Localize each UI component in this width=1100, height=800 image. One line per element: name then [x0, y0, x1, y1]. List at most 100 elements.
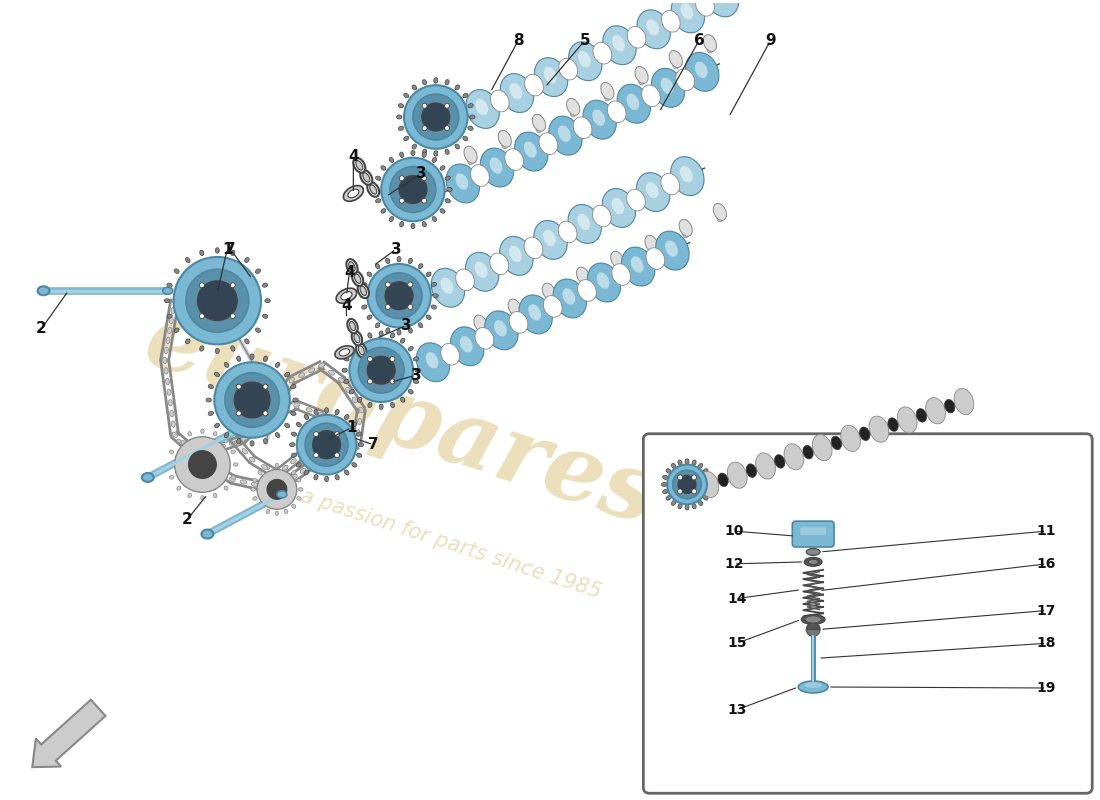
- Ellipse shape: [297, 497, 301, 500]
- Ellipse shape: [612, 35, 625, 51]
- Ellipse shape: [475, 99, 488, 115]
- Ellipse shape: [209, 464, 216, 469]
- Ellipse shape: [292, 470, 296, 474]
- Ellipse shape: [342, 447, 349, 452]
- Ellipse shape: [219, 444, 225, 449]
- Ellipse shape: [349, 262, 355, 271]
- Ellipse shape: [275, 511, 278, 515]
- Ellipse shape: [446, 79, 449, 85]
- Ellipse shape: [367, 402, 372, 408]
- Circle shape: [376, 273, 422, 318]
- Ellipse shape: [231, 450, 235, 454]
- Ellipse shape: [408, 390, 414, 394]
- Ellipse shape: [568, 205, 602, 243]
- Ellipse shape: [431, 282, 437, 286]
- Ellipse shape: [389, 217, 394, 222]
- Ellipse shape: [224, 433, 229, 438]
- Ellipse shape: [314, 410, 318, 414]
- Ellipse shape: [455, 269, 474, 290]
- Ellipse shape: [381, 166, 386, 170]
- Ellipse shape: [236, 356, 241, 362]
- Ellipse shape: [250, 354, 254, 359]
- Text: 16: 16: [1037, 557, 1056, 571]
- Ellipse shape: [339, 378, 344, 382]
- Ellipse shape: [804, 558, 822, 566]
- Ellipse shape: [167, 389, 170, 395]
- Ellipse shape: [627, 26, 646, 48]
- Ellipse shape: [352, 271, 363, 286]
- Ellipse shape: [505, 149, 524, 170]
- Text: 1: 1: [346, 420, 356, 435]
- Ellipse shape: [398, 104, 404, 108]
- Ellipse shape: [607, 101, 626, 122]
- Circle shape: [175, 437, 230, 492]
- Ellipse shape: [352, 397, 358, 403]
- Ellipse shape: [275, 362, 279, 367]
- Circle shape: [399, 176, 404, 181]
- Ellipse shape: [292, 454, 297, 458]
- Ellipse shape: [468, 157, 473, 165]
- Circle shape: [367, 356, 395, 384]
- Ellipse shape: [580, 278, 586, 286]
- Ellipse shape: [284, 386, 288, 391]
- Ellipse shape: [680, 166, 693, 182]
- Ellipse shape: [627, 190, 646, 211]
- Ellipse shape: [422, 149, 427, 154]
- Ellipse shape: [916, 409, 926, 422]
- Ellipse shape: [515, 132, 548, 171]
- FancyArrow shape: [32, 700, 106, 767]
- Ellipse shape: [375, 176, 381, 180]
- Ellipse shape: [283, 481, 288, 486]
- Ellipse shape: [290, 385, 296, 389]
- Ellipse shape: [756, 453, 775, 479]
- Circle shape: [359, 347, 404, 393]
- Ellipse shape: [356, 432, 362, 436]
- Ellipse shape: [455, 174, 469, 190]
- Ellipse shape: [698, 471, 718, 498]
- Ellipse shape: [707, 45, 713, 53]
- Ellipse shape: [346, 259, 358, 274]
- Circle shape: [404, 86, 468, 149]
- Ellipse shape: [678, 503, 682, 509]
- Ellipse shape: [358, 338, 362, 343]
- Ellipse shape: [319, 363, 324, 367]
- Ellipse shape: [238, 424, 248, 431]
- Ellipse shape: [214, 423, 220, 428]
- Wedge shape: [806, 630, 821, 636]
- Ellipse shape: [213, 494, 217, 498]
- Ellipse shape: [334, 346, 354, 359]
- Circle shape: [198, 281, 238, 321]
- Circle shape: [668, 465, 707, 504]
- Ellipse shape: [358, 398, 362, 402]
- Ellipse shape: [808, 559, 818, 564]
- Ellipse shape: [673, 61, 679, 69]
- Circle shape: [334, 453, 340, 458]
- Text: 4: 4: [344, 266, 354, 280]
- Ellipse shape: [681, 3, 693, 19]
- Ellipse shape: [305, 414, 309, 419]
- Ellipse shape: [519, 295, 552, 334]
- Ellipse shape: [305, 470, 309, 475]
- Ellipse shape: [592, 110, 605, 126]
- Ellipse shape: [224, 439, 228, 443]
- Ellipse shape: [678, 460, 682, 466]
- Circle shape: [236, 411, 241, 416]
- Text: 8: 8: [513, 33, 524, 48]
- Ellipse shape: [336, 474, 339, 480]
- Ellipse shape: [593, 205, 612, 226]
- Ellipse shape: [165, 378, 169, 385]
- Ellipse shape: [359, 346, 364, 355]
- Circle shape: [188, 450, 217, 478]
- Ellipse shape: [713, 203, 726, 220]
- Ellipse shape: [601, 82, 614, 99]
- Ellipse shape: [411, 150, 415, 156]
- Ellipse shape: [539, 133, 558, 154]
- Ellipse shape: [177, 439, 180, 443]
- Circle shape: [234, 382, 270, 418]
- Ellipse shape: [656, 231, 689, 270]
- Circle shape: [367, 264, 431, 327]
- Ellipse shape: [646, 182, 659, 198]
- Text: 10: 10: [724, 524, 744, 538]
- Ellipse shape: [502, 141, 508, 149]
- Ellipse shape: [167, 327, 172, 334]
